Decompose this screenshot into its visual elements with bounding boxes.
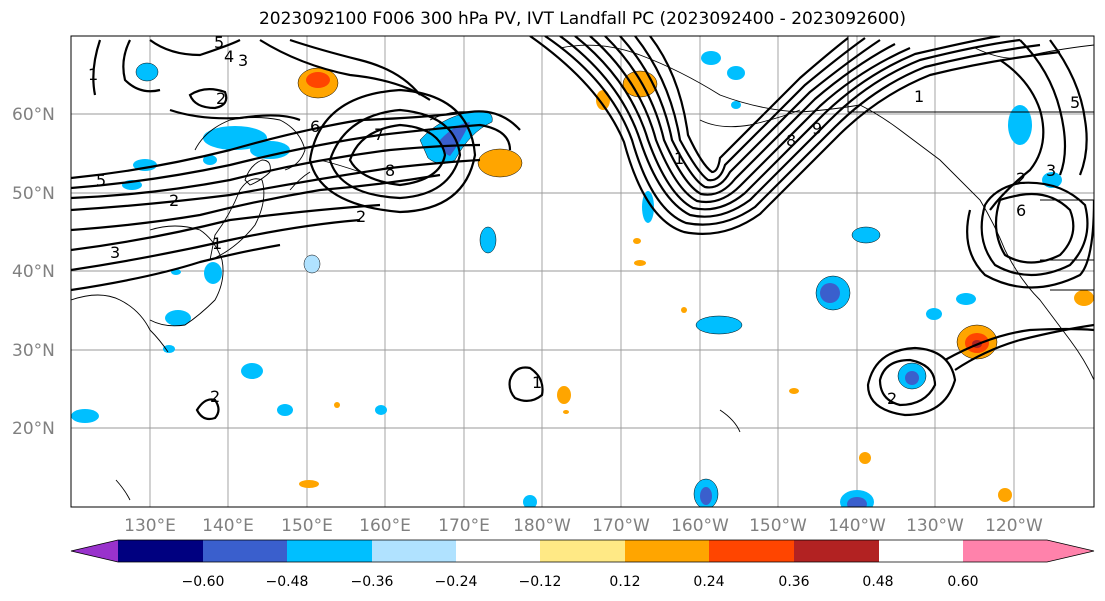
contour-label: 7 (374, 125, 384, 144)
lon-label: 180°W (513, 516, 571, 536)
colorbar-segment (794, 540, 879, 562)
contour-label: 5 (1070, 93, 1080, 112)
lon-label: 170°W (592, 516, 650, 536)
colorbar-tick: −0.24 (435, 574, 478, 590)
pv-contours (71, 36, 1094, 421)
lon-label: 160°E (359, 516, 411, 536)
colorbar-tick: −0.60 (182, 574, 225, 590)
contour-label: 2 (210, 387, 220, 406)
contour-label: 2 (216, 89, 226, 108)
colorbar-tick: −0.48 (266, 574, 309, 590)
contour-label: 1 (532, 373, 542, 392)
lon-label: 150°E (281, 516, 333, 536)
ivt-shading (71, 51, 1094, 507)
map-panel (71, 36, 1094, 507)
lon-label: 150°W (749, 516, 807, 536)
colorbar-segment (625, 540, 710, 562)
contour-labels: 5 4 3 1 2 6 7 8 5 2 3 1 2 1 8 9 1 3 2 6 … (88, 33, 1080, 408)
colorbar-tick: −0.36 (351, 574, 394, 590)
latitude-labels: 60°N 50°N 40°N 30°N 20°N (12, 105, 55, 439)
lat-label: 30°N (12, 341, 55, 361)
colorbar-segment (709, 540, 794, 562)
contour-label: 6 (310, 117, 320, 136)
lat-label: 40°N (12, 262, 55, 282)
colorbar-segment (203, 540, 288, 562)
longitude-labels: 130°E 140°E 150°E 160°E 170°E 180°W 170°… (124, 516, 1043, 536)
colorbar-segment (287, 540, 372, 562)
lat-label: 60°N (12, 105, 55, 125)
lat-label: 50°N (12, 184, 55, 204)
contour-label: 5 (96, 171, 106, 190)
contour-label: 2 (887, 389, 897, 408)
colorbar-tick: 0.48 (862, 574, 893, 590)
colorbar-extend-high (1047, 540, 1094, 562)
colorbar-tick: 0.12 (609, 574, 640, 590)
colorbar-tick: 0.24 (693, 574, 724, 590)
colorbar-segment (963, 540, 1047, 562)
colorbar-tick: −0.12 (519, 574, 562, 590)
colorbar-tick: 0.36 (778, 574, 809, 590)
contour-label: 2 (1016, 169, 1026, 188)
colorbar-segment (372, 540, 457, 562)
contour-label: 6 (1016, 201, 1026, 220)
lon-label: 160°W (671, 516, 729, 536)
contour-label: 5 (214, 33, 224, 52)
contour-label: 3 (110, 243, 120, 262)
contour-label: 1 (88, 65, 98, 84)
colorbar-tick-labels: −0.60 −0.48 −0.36 −0.24 −0.12 0.12 0.24 … (182, 574, 979, 590)
contour-label: 3 (238, 51, 248, 70)
contour-label: 8 (385, 161, 395, 180)
contour-label: 2 (356, 207, 366, 226)
lon-label: 140°W (828, 516, 886, 536)
contour-label: 3 (1046, 161, 1056, 180)
lon-label: 120°W (985, 516, 1043, 536)
colorbar-tick: 0.60 (947, 574, 978, 590)
colorbar-segment (118, 540, 203, 562)
lon-label: 130°E (124, 516, 176, 536)
map-title: 2023092100 F006 300 hPa PV, IVT Landfall… (258, 9, 906, 29)
lon-label: 130°W (906, 516, 964, 536)
colorbar-extend-low (71, 540, 118, 562)
contour-label: 1 (674, 149, 684, 168)
lon-label: 140°E (202, 516, 254, 536)
colorbar: −0.60 −0.48 −0.36 −0.24 −0.12 0.12 0.24 … (70, 539, 1095, 590)
contour-label: 8 (786, 131, 796, 150)
contour-label: 4 (224, 47, 234, 66)
contour-label: 1 (212, 234, 222, 253)
lat-label: 20°N (12, 419, 55, 439)
colorbar-segment (540, 540, 625, 562)
colorbar-segment (456, 540, 541, 562)
lon-label: 170°E (438, 516, 490, 536)
map-frame (70, 35, 1095, 508)
contour-label: 1 (914, 87, 924, 106)
contour-label: 2 (169, 191, 179, 210)
contour-label: 9 (812, 119, 822, 138)
